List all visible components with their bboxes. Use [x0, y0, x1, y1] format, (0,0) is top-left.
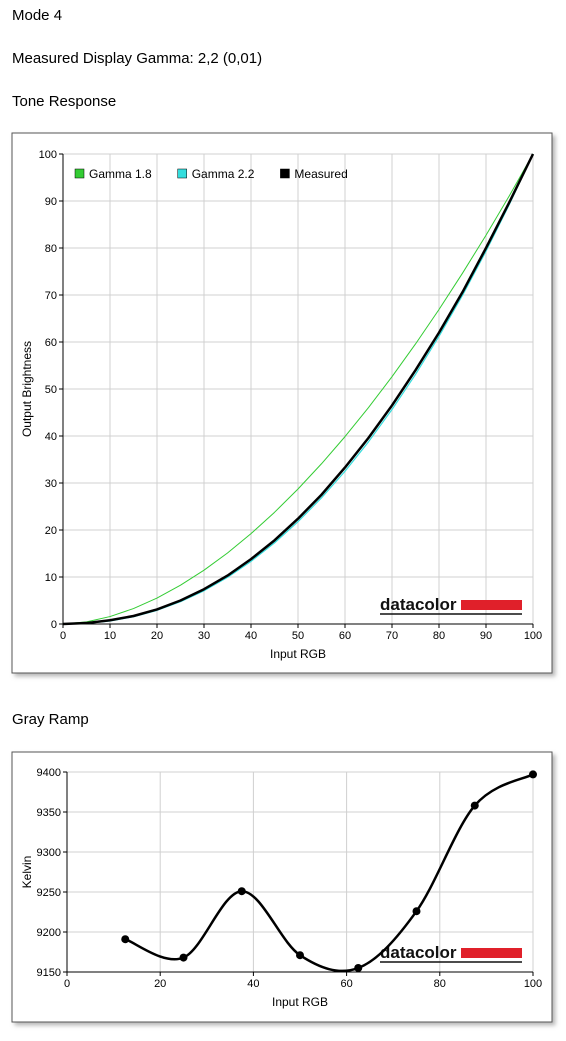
legend-swatch — [177, 168, 187, 179]
x-tick-label: 10 — [104, 630, 116, 642]
y-tick-label: 9400 — [37, 767, 61, 779]
data-point — [121, 935, 130, 944]
y-tick-label: 10 — [45, 572, 57, 584]
y-tick-label: 20 — [45, 525, 57, 537]
x-tick-label: 80 — [433, 630, 445, 642]
y-tick-label: 0 — [51, 619, 57, 631]
data-point — [470, 801, 479, 810]
y-tick-label: 40 — [45, 431, 57, 443]
y-tick-label: 9350 — [37, 807, 61, 819]
data-point — [354, 964, 363, 972]
y-tick-label: 80 — [45, 243, 57, 255]
x-tick-label: 40 — [247, 978, 259, 990]
y-axis-label: Output Brightness — [20, 341, 34, 437]
x-tick-label: 100 — [524, 978, 542, 990]
page-title: Mode 4 — [12, 7, 62, 24]
y-tick-label: 90 — [45, 196, 57, 208]
y-tick-label: 100 — [39, 149, 57, 161]
gamma-summary: Measured Display Gamma: 2,2 (0,01) — [12, 50, 262, 67]
x-tick-label: 80 — [434, 978, 446, 990]
x-axis-label: Input RGB — [272, 995, 328, 1009]
x-tick-label: 50 — [292, 630, 304, 642]
x-tick-label: 100 — [524, 630, 542, 642]
y-tick-label: 70 — [45, 290, 57, 302]
x-tick-label: 0 — [64, 978, 70, 990]
x-tick-label: 40 — [245, 630, 257, 642]
chart-title: Tone Response — [12, 93, 116, 110]
watermark: datacolor — [380, 943, 457, 962]
y-tick-label: 9150 — [37, 967, 61, 979]
x-tick-label: 90 — [480, 630, 492, 642]
legend-swatch — [74, 168, 85, 179]
y-tick-label: 9300 — [37, 847, 61, 859]
data-point — [237, 887, 246, 896]
x-tick-label: 60 — [340, 978, 352, 990]
y-tick-label: 60 — [45, 337, 57, 349]
x-tick-label: 30 — [198, 630, 210, 642]
x-tick-label: 20 — [154, 978, 166, 990]
legend-swatch — [280, 168, 290, 179]
plot-area — [67, 772, 533, 972]
chart-title: Gray Ramp — [12, 711, 89, 728]
y-tick-label: 30 — [45, 478, 57, 490]
watermark-bar — [461, 948, 522, 958]
y-tick-label: 9250 — [37, 887, 61, 899]
data-point — [412, 907, 421, 916]
legend-label: Gamma 2.2 — [192, 167, 255, 181]
x-axis-label: Input RGB — [270, 647, 326, 661]
watermark-bar — [461, 600, 522, 610]
y-axis-label: Kelvin — [20, 856, 34, 889]
watermark: datacolor — [380, 595, 457, 614]
x-tick-label: 20 — [151, 630, 163, 642]
data-point — [529, 770, 537, 779]
series-line — [124, 773, 534, 973]
x-tick-label: 60 — [339, 630, 351, 642]
data-point — [296, 951, 304, 960]
y-tick-label: 50 — [45, 384, 57, 396]
series-line — [62, 153, 535, 626]
y-tick-label: 9200 — [37, 927, 61, 939]
data-point — [179, 953, 188, 962]
legend-label: Measured — [294, 167, 347, 181]
legend-label: Gamma 1.8 — [89, 167, 152, 181]
series-line — [62, 153, 534, 625]
x-tick-label: 70 — [386, 630, 398, 642]
x-tick-label: 0 — [60, 630, 66, 642]
